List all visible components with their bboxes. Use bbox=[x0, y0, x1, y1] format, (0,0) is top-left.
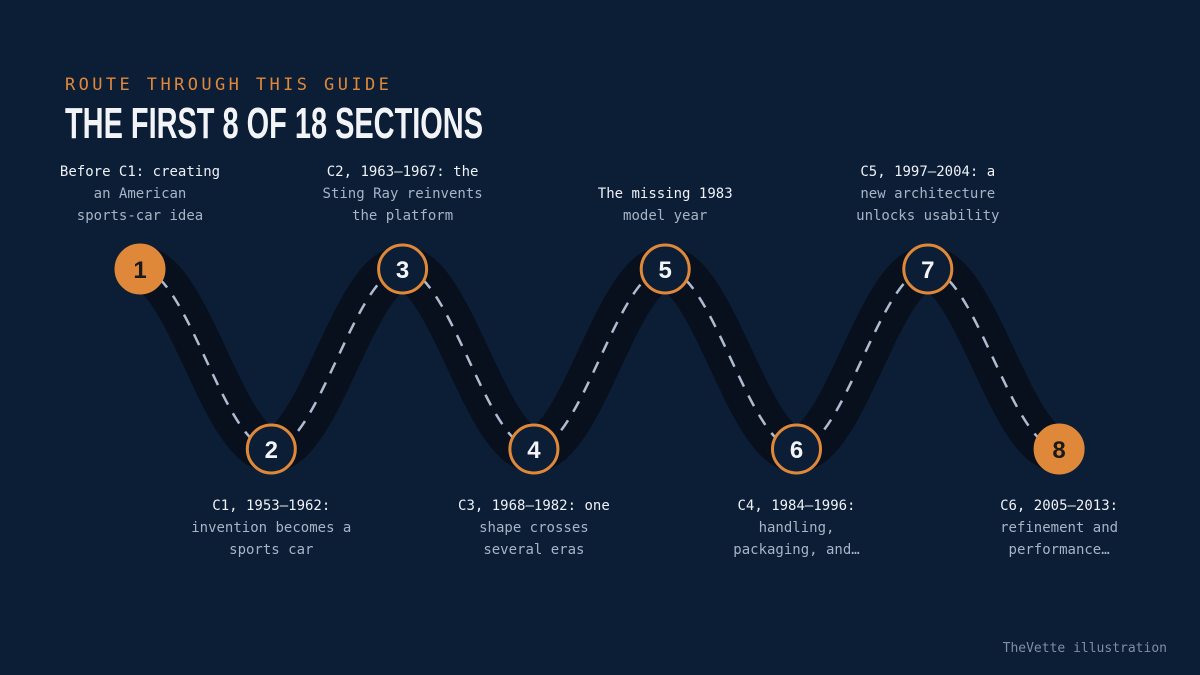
node-number: 2 bbox=[265, 437, 278, 464]
node-circle bbox=[114, 243, 166, 295]
node-label: new architecture bbox=[860, 186, 995, 202]
node-circle bbox=[902, 243, 954, 295]
title: THE FIRST 8 OF 18 SECTIONS bbox=[65, 99, 483, 148]
node-label: several eras bbox=[483, 542, 584, 558]
node-number: 1 bbox=[133, 257, 146, 284]
node-circle bbox=[377, 243, 429, 295]
node-label: the platform bbox=[352, 208, 453, 224]
node-number: 7 bbox=[921, 257, 934, 284]
credit: TheVette illustration bbox=[1003, 641, 1167, 656]
node-label: sports car bbox=[229, 542, 313, 558]
node-number: 5 bbox=[659, 257, 672, 284]
node-circle bbox=[639, 243, 691, 295]
node-label: C3, 1968–1982: one bbox=[458, 498, 610, 514]
node-number: 4 bbox=[527, 437, 541, 464]
node-circle bbox=[245, 423, 297, 475]
node-label: C4, 1984–1996: bbox=[737, 498, 855, 514]
node-label: C6, 2005–2013: bbox=[1000, 498, 1118, 514]
node-label: C5, 1997–2004: a bbox=[860, 164, 995, 180]
node-label: sports-car idea bbox=[77, 208, 203, 224]
nodes: 1 Before C1: creating an American sports-ca… bbox=[60, 164, 1118, 558]
node-label: C2, 1963–1967: the bbox=[327, 164, 479, 180]
node-label: model year bbox=[623, 208, 707, 224]
node-label: performance… bbox=[1009, 542, 1110, 558]
node-circle bbox=[771, 423, 822, 475]
node-label: an American bbox=[94, 186, 187, 202]
node-label: shape crosses bbox=[479, 520, 589, 536]
eyebrow: ROUTE THROUGH THIS GUIDE bbox=[65, 75, 392, 95]
node-circle bbox=[508, 423, 560, 475]
node-label: The missing 1983 bbox=[598, 186, 733, 202]
node-label: handling, bbox=[759, 520, 835, 536]
node-label: Before C1: creating bbox=[60, 164, 220, 180]
node-number: 3 bbox=[396, 257, 409, 284]
node-label: Sting Ray reinvents bbox=[323, 186, 483, 202]
node-label: refinement and bbox=[1000, 520, 1118, 536]
node-number: 8 bbox=[1052, 437, 1065, 464]
node-circle bbox=[1033, 423, 1085, 475]
node-number: 6 bbox=[790, 437, 803, 464]
node-label: invention becomes a bbox=[191, 520, 351, 536]
node-label: C1, 1953–1962: bbox=[212, 498, 330, 514]
node-label: unlocks usability bbox=[856, 208, 999, 224]
node-label: packaging, and… bbox=[733, 542, 859, 558]
